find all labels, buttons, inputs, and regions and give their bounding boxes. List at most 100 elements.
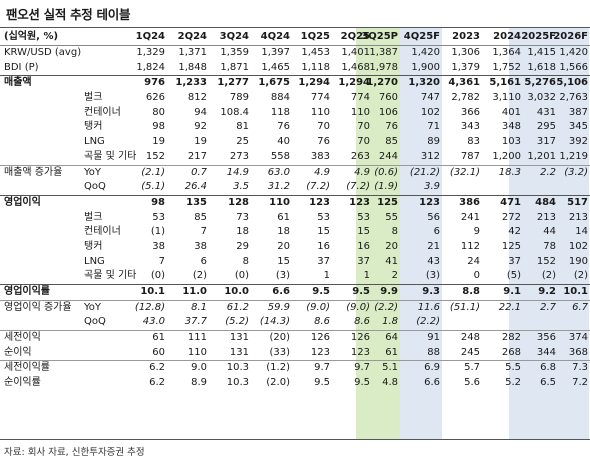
table-cell: 484	[535, 196, 556, 208]
row-label: 세전이익	[4, 332, 41, 344]
table-cell: 61	[152, 332, 165, 344]
column-header: 4Q25F	[403, 31, 440, 42]
table-cell: 392	[568, 136, 588, 148]
table-cell: 1,200	[492, 150, 521, 162]
table-cell: 61	[277, 211, 290, 223]
table-cell: 37.7	[184, 316, 207, 328]
table-cell: 125	[501, 240, 521, 252]
row-label: 매출액 증가율	[4, 166, 63, 178]
table-cell: 241	[460, 211, 480, 223]
table-cell: 70	[317, 121, 330, 133]
table-cell: 386	[459, 196, 480, 208]
table-cell: 131	[229, 346, 249, 358]
table-cell: 2.2	[540, 166, 556, 178]
table-cell: 5,276	[524, 77, 556, 89]
table-cell: 3.9	[424, 181, 440, 193]
table-cell: 16	[317, 240, 330, 252]
table-cell: 103	[501, 136, 521, 148]
table-cell: 8.6	[354, 316, 370, 328]
table-cell: 9.9	[380, 286, 398, 297]
table-row: 영업이익률 10.1 11.0 10.0 6.6 9.5 9.5 9.9 9.3 8.8 9.1 9.…	[0, 284, 590, 300]
table-cell: 20	[277, 240, 290, 252]
table-cell: 1,233	[175, 77, 207, 89]
table-cell: 22.1	[498, 301, 521, 313]
row-label: LNG	[84, 136, 105, 148]
table-cell: (2.2)	[374, 301, 398, 313]
table-cell: 7	[200, 226, 207, 238]
row-label: 영업이익률	[4, 286, 50, 297]
table-cell: 26.4	[184, 181, 207, 193]
table-row: 영업이익 98 135 128 110 123 123 125 123 386 471 484 517	[0, 194, 590, 211]
earnings-estimate-table: (십억원, %) 1Q24 2Q24 3Q24 4Q24 1Q25 2Q25 3Q25P 4Q…	[0, 27, 590, 391]
column-header: 2025F	[521, 31, 556, 42]
table-cell: 63.0	[267, 166, 290, 178]
table-row: QoQ (5.1) 26.4 3.5 31.2 (7.2) (7.2) (1.9) 3.9	[0, 180, 590, 195]
table-cell: 88	[427, 346, 440, 358]
table-cell: 152	[536, 255, 556, 267]
table-cell: 15	[357, 226, 370, 238]
table-cell: 1,618	[527, 61, 556, 73]
table-cell: 70	[357, 136, 370, 148]
table-cell: 248	[460, 332, 480, 344]
table-cell: (14.3)	[259, 316, 290, 328]
table-cell: 8.8	[462, 286, 480, 297]
table-row: LNG 7 6 8 15 37 37 41 43 24 37 152 190	[0, 255, 590, 270]
table-row: 세전이익률 6.2 9.0 10.3 (1.2) 9.7 9.7 5.1 6.9 5.7 5.5 6.…	[0, 360, 590, 376]
row-label: BDI (P)	[4, 61, 39, 73]
table-cell: 91	[427, 332, 440, 344]
table-cell: 125	[377, 196, 398, 208]
row-label: 벌크	[84, 92, 103, 104]
table-cell: 356	[536, 332, 556, 344]
table-cell: 1,401	[341, 47, 370, 58]
table-row: 탱커 38 38 29 20 16 16 20 21 112 125 78 102	[0, 240, 590, 255]
table-cell: 1,364	[492, 47, 521, 58]
table-cell: 3,110	[492, 92, 521, 104]
table-cell: 18	[236, 226, 249, 238]
table-cell: 5.7	[464, 362, 480, 374]
table-row: 컨테이너 80 94 108.4 118 110 110 106 102 366 401 431 387	[0, 106, 590, 121]
table-cell: 40	[277, 136, 290, 148]
table-cell: 6.6	[424, 377, 440, 389]
row-sublabel: QoQ	[84, 316, 106, 328]
table-cell: 760	[378, 92, 398, 104]
table-cell: 2,763	[559, 92, 588, 104]
table-cell: 558	[270, 150, 290, 162]
table-cell: 126	[310, 332, 330, 344]
table-cell: 366	[460, 106, 480, 118]
table-cell: 131	[229, 332, 249, 344]
column-header: 2Q24	[177, 31, 207, 42]
table-cell: 8.9	[191, 377, 207, 389]
table-cell: 774	[350, 92, 370, 104]
table-row: KRW/USD (avg) 1,329 1,371 1,359 1,397 1,453 1,…	[0, 46, 590, 61]
table-cell: 268	[501, 346, 521, 358]
table-cell: 1,675	[258, 77, 290, 89]
table-cell: 9.5	[352, 286, 370, 297]
table-cell: (9.0)	[346, 301, 370, 313]
table-cell: 747	[420, 92, 440, 104]
table-cell: 10.1	[140, 286, 165, 297]
table-cell: 312	[420, 150, 440, 162]
table-cell: 106	[378, 106, 398, 118]
table-cell: 272	[501, 211, 521, 223]
table-cell: (1.9)	[374, 181, 398, 193]
table-cell: 6.2	[149, 362, 165, 374]
table-cell: 1,824	[136, 61, 165, 73]
table-cell: 20	[385, 240, 398, 252]
table-cell: 471	[500, 196, 521, 208]
table-cell: (1)	[150, 226, 165, 238]
table-cell: 9.1	[503, 286, 521, 297]
table-cell: 6.9	[424, 362, 440, 374]
column-header: 2026F	[553, 31, 588, 42]
column-header: 4Q24	[260, 31, 290, 42]
table-cell: 2,782	[451, 92, 480, 104]
row-label: 컨테이너	[84, 106, 121, 118]
table-cell: 38	[194, 240, 207, 252]
table-cell: 345	[568, 121, 588, 133]
table-cell: 2	[391, 270, 398, 282]
table-cell: 190	[568, 255, 588, 267]
table-cell: 217	[187, 150, 207, 162]
table-cell: 73	[236, 211, 249, 223]
table-header-row: (십억원, %) 1Q24 2Q24 3Q24 4Q24 1Q25 2Q25 3Q25P 4Q…	[0, 27, 590, 46]
table-cell: (5.2)	[225, 316, 249, 328]
table-cell: 21	[427, 240, 440, 252]
